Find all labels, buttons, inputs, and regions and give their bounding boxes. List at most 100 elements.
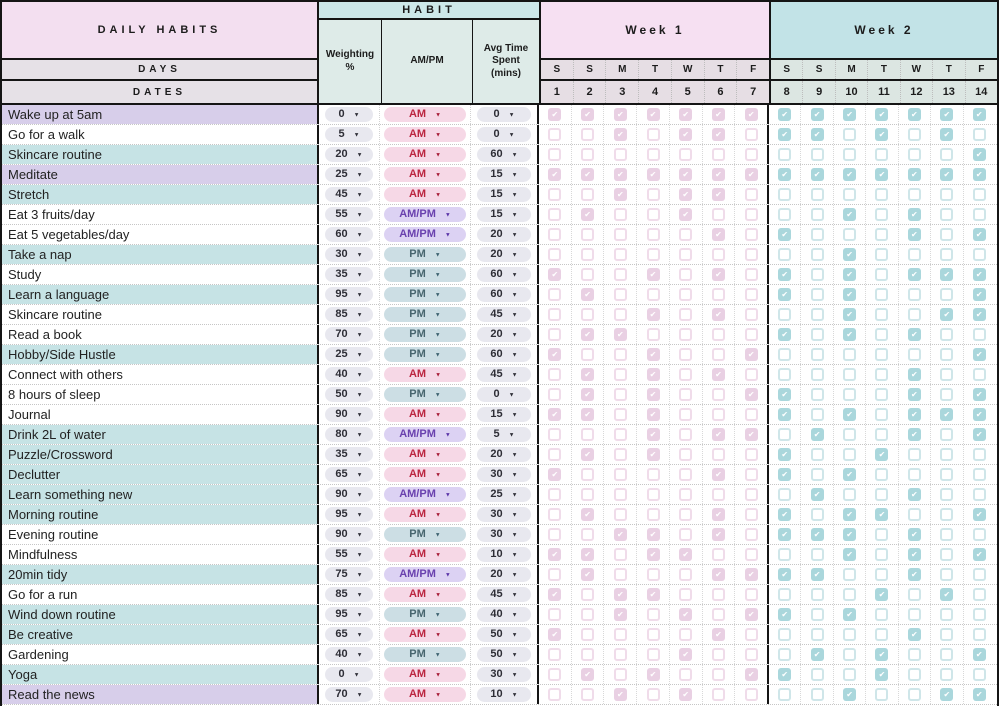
habit-checkbox[interactable]: ✔ xyxy=(581,548,595,561)
ampm-dropdown[interactable]: AM ▼ xyxy=(384,367,466,382)
habit-checkbox[interactable] xyxy=(711,288,725,301)
habit-checkbox[interactable]: ✔ xyxy=(711,508,725,521)
habit-checkbox[interactable]: ✔ xyxy=(646,388,660,401)
habit-checkbox[interactable] xyxy=(679,368,693,381)
habit-checkbox[interactable]: ✔ xyxy=(711,188,725,201)
habit-checkbox[interactable] xyxy=(744,148,758,161)
ampm-dropdown[interactable]: AM ▼ xyxy=(384,507,466,522)
habit-name-cell[interactable]: Eat 3 fruits/day xyxy=(2,205,317,224)
habit-checkbox[interactable]: ✔ xyxy=(843,268,857,281)
habit-checkbox[interactable] xyxy=(613,248,627,261)
habit-checkbox[interactable]: ✔ xyxy=(843,548,857,561)
habit-checkbox[interactable]: ✔ xyxy=(972,648,986,661)
avg-time-dropdown[interactable]: 15 ▼ xyxy=(477,167,531,182)
avg-time-dropdown[interactable]: 20 ▼ xyxy=(477,227,531,242)
avg-time-dropdown[interactable]: 45 ▼ xyxy=(477,587,531,602)
habit-checkbox[interactable] xyxy=(646,628,660,641)
habit-checkbox[interactable] xyxy=(711,348,725,361)
ampm-dropdown[interactable]: AM ▼ xyxy=(384,667,466,682)
habit-checkbox[interactable]: ✔ xyxy=(972,268,986,281)
habit-checkbox[interactable] xyxy=(646,248,660,261)
habit-checkbox[interactable] xyxy=(810,308,824,321)
habit-checkbox[interactable] xyxy=(875,488,889,501)
avg-time-dropdown[interactable]: 50 ▼ xyxy=(477,627,531,642)
habit-checkbox[interactable] xyxy=(548,288,562,301)
avg-time-dropdown[interactable]: 20 ▼ xyxy=(477,327,531,342)
habit-checkbox[interactable]: ✔ xyxy=(548,628,562,641)
habit-checkbox[interactable] xyxy=(679,588,693,601)
habit-checkbox[interactable] xyxy=(778,428,792,441)
habit-checkbox[interactable]: ✔ xyxy=(581,368,595,381)
habit-checkbox[interactable]: ✔ xyxy=(940,588,954,601)
weighting-dropdown[interactable]: 60 ▼ xyxy=(325,227,373,242)
habit-name-cell[interactable]: Be creative xyxy=(2,625,317,644)
habit-checkbox[interactable]: ✔ xyxy=(581,328,595,341)
habit-checkbox[interactable]: ✔ xyxy=(907,428,921,441)
habit-checkbox[interactable] xyxy=(613,448,627,461)
weighting-dropdown[interactable]: 35 ▼ xyxy=(325,447,373,462)
weighting-dropdown[interactable]: 25 ▼ xyxy=(325,167,373,182)
habit-checkbox[interactable] xyxy=(972,188,986,201)
habit-checkbox[interactable]: ✔ xyxy=(744,168,758,181)
habit-checkbox[interactable]: ✔ xyxy=(711,568,725,581)
habit-checkbox[interactable] xyxy=(711,668,725,681)
habit-checkbox[interactable] xyxy=(843,188,857,201)
habit-checkbox[interactable]: ✔ xyxy=(810,108,824,121)
habit-checkbox[interactable] xyxy=(581,628,595,641)
habit-checkbox[interactable] xyxy=(972,128,986,141)
habit-checkbox[interactable] xyxy=(778,648,792,661)
habit-checkbox[interactable] xyxy=(843,648,857,661)
habit-checkbox[interactable]: ✔ xyxy=(613,168,627,181)
habit-checkbox[interactable] xyxy=(843,128,857,141)
habit-checkbox[interactable]: ✔ xyxy=(810,428,824,441)
habit-checkbox[interactable]: ✔ xyxy=(843,248,857,261)
habit-name-cell[interactable]: Evening routine xyxy=(2,525,317,544)
habit-checkbox[interactable]: ✔ xyxy=(679,208,693,221)
habit-checkbox[interactable]: ✔ xyxy=(744,608,758,621)
habit-checkbox[interactable] xyxy=(744,548,758,561)
weighting-dropdown[interactable]: 20 ▼ xyxy=(325,147,373,162)
habit-checkbox[interactable] xyxy=(744,288,758,301)
habit-checkbox[interactable]: ✔ xyxy=(907,208,921,221)
ampm-dropdown[interactable]: AM/PM ▼ xyxy=(384,207,466,222)
habit-checkbox[interactable] xyxy=(778,248,792,261)
habit-checkbox[interactable]: ✔ xyxy=(744,388,758,401)
ampm-dropdown[interactable]: PM ▼ xyxy=(384,287,466,302)
habit-checkbox[interactable]: ✔ xyxy=(679,688,693,701)
habit-checkbox[interactable] xyxy=(679,268,693,281)
habit-checkbox[interactable] xyxy=(679,248,693,261)
habit-checkbox[interactable] xyxy=(875,608,889,621)
ampm-dropdown[interactable]: PM ▼ xyxy=(384,527,466,542)
habit-checkbox[interactable]: ✔ xyxy=(711,128,725,141)
ampm-dropdown[interactable]: AM ▼ xyxy=(384,167,466,182)
habit-checkbox[interactable] xyxy=(679,528,693,541)
habit-checkbox[interactable]: ✔ xyxy=(907,408,921,421)
habit-checkbox[interactable]: ✔ xyxy=(613,128,627,141)
habit-checkbox[interactable] xyxy=(613,368,627,381)
habit-checkbox[interactable]: ✔ xyxy=(907,228,921,241)
habit-checkbox[interactable]: ✔ xyxy=(646,588,660,601)
habit-checkbox[interactable] xyxy=(679,448,693,461)
habit-name-cell[interactable]: Eat 5 vegetables/day xyxy=(2,225,317,244)
habit-checkbox[interactable]: ✔ xyxy=(548,348,562,361)
habit-checkbox[interactable] xyxy=(581,468,595,481)
habit-checkbox[interactable] xyxy=(810,668,824,681)
habit-checkbox[interactable] xyxy=(940,208,954,221)
habit-checkbox[interactable] xyxy=(679,228,693,241)
weighting-dropdown[interactable]: 90 ▼ xyxy=(325,487,373,502)
habit-checkbox[interactable] xyxy=(810,548,824,561)
habit-checkbox[interactable] xyxy=(613,488,627,501)
habit-name-cell[interactable]: Stretch xyxy=(2,185,317,204)
habit-checkbox[interactable] xyxy=(711,448,725,461)
ampm-dropdown[interactable]: AM ▼ xyxy=(384,467,466,482)
habit-checkbox[interactable] xyxy=(778,368,792,381)
habit-checkbox[interactable]: ✔ xyxy=(744,568,758,581)
habit-checkbox[interactable]: ✔ xyxy=(972,688,986,701)
habit-checkbox[interactable] xyxy=(744,128,758,141)
habit-checkbox[interactable] xyxy=(744,248,758,261)
habit-checkbox[interactable]: ✔ xyxy=(907,528,921,541)
habit-name-cell[interactable]: Connect with others xyxy=(2,365,317,384)
ampm-dropdown[interactable]: AM ▼ xyxy=(384,107,466,122)
habit-checkbox[interactable] xyxy=(711,608,725,621)
habit-checkbox[interactable]: ✔ xyxy=(778,288,792,301)
